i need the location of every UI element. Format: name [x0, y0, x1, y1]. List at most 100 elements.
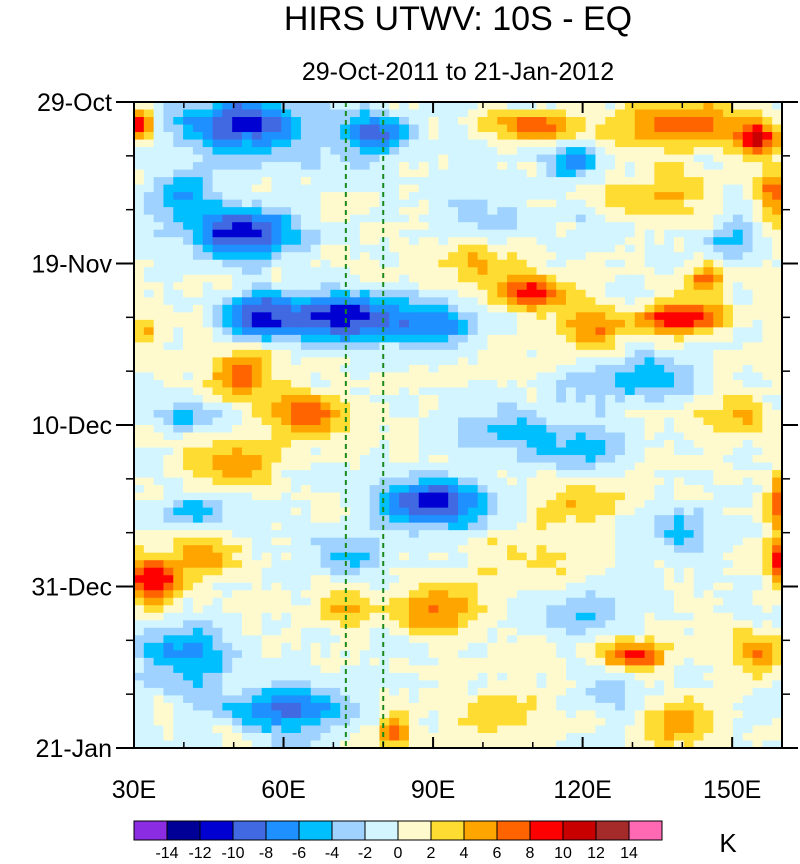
heat-cell: [379, 462, 390, 471]
heat-cell: [467, 560, 479, 569]
heat-cell: [291, 409, 302, 419]
heat-cell: [134, 567, 145, 576]
heat-cell: [752, 597, 763, 606]
heat-cell: [664, 147, 675, 156]
heat-cell: [251, 402, 263, 411]
heat-cell: [153, 387, 165, 396]
heat-cell: [634, 199, 646, 208]
heat-cell: [526, 222, 538, 231]
heat-cell: [516, 612, 528, 621]
heat-cell: [723, 334, 734, 343]
heat-cell: [428, 650, 439, 659]
heat-cell: [772, 372, 783, 381]
heat-cell: [418, 425, 430, 434]
heat-cell: [389, 379, 400, 389]
heat-cell: [772, 267, 783, 276]
heat-cell: [693, 650, 705, 659]
heat-cell: [634, 417, 646, 426]
heat-cell: [732, 357, 744, 366]
heat-cell: [556, 207, 567, 216]
heat-cell: [762, 132, 773, 141]
heat-cell: [732, 515, 744, 524]
heat-cell: [487, 199, 498, 208]
heat-cell: [408, 657, 420, 666]
heat-cell: [566, 312, 577, 321]
heat-cell: [261, 364, 273, 374]
heat-cell: [507, 109, 518, 118]
heat-cell: [134, 485, 145, 494]
heat-cell: [408, 162, 420, 171]
heat-cell: [359, 222, 371, 231]
heat-cell: [222, 432, 233, 441]
heat-cell: [644, 237, 655, 246]
heat-cell: [752, 492, 763, 501]
heat-cell: [507, 657, 518, 666]
heat-cell: [134, 297, 145, 306]
heat-cell: [674, 169, 685, 178]
heat-cell: [477, 417, 489, 426]
heat-cell: [330, 214, 341, 223]
heat-cell: [536, 342, 547, 351]
heat-cell: [732, 297, 744, 306]
heat-cell: [654, 169, 665, 178]
heat-cell: [497, 192, 508, 201]
heat-cell: [212, 642, 223, 651]
heat-cell: [664, 289, 675, 298]
heat-cell: [772, 319, 783, 328]
heat-cell: [556, 237, 567, 246]
heat-cell: [634, 304, 646, 313]
heat-cell: [674, 349, 685, 358]
heat-cell: [340, 267, 351, 276]
heat-cell: [742, 627, 754, 636]
heat-cell: [438, 425, 449, 434]
heat-cell: [232, 342, 243, 351]
heat-cell: [526, 470, 538, 479]
heat-cell: [615, 402, 626, 411]
heat-cell: [487, 274, 498, 283]
heat-cell: [624, 139, 636, 148]
heat-cell: [497, 289, 508, 298]
heat-cell: [732, 485, 744, 494]
heat-cell: [291, 605, 302, 614]
heat-cell: [477, 597, 489, 606]
heat-cell: [497, 357, 508, 366]
heat-cell: [153, 627, 165, 636]
heat-cell: [467, 214, 479, 223]
heat-cell: [359, 132, 371, 141]
heat-cell: [183, 312, 194, 321]
heat-cell: [320, 349, 331, 358]
heat-cell: [242, 124, 253, 133]
heat-cell: [556, 545, 567, 554]
heat-cell: [713, 132, 724, 141]
heat-cell: [153, 432, 165, 441]
heat-cell: [634, 650, 646, 659]
heat-cell: [458, 169, 469, 178]
heat-cell: [595, 515, 606, 524]
heat-cell: [615, 627, 626, 636]
heat-cell: [448, 582, 459, 591]
heat-cell: [556, 192, 567, 201]
heat-cell: [752, 650, 763, 659]
heat-cell: [153, 169, 165, 178]
heat-cell: [556, 222, 567, 231]
heat-cell: [467, 342, 479, 351]
heat-cell: [251, 530, 263, 539]
heat-cell: [605, 500, 616, 509]
heat-cell: [242, 162, 253, 171]
heat-cell: [605, 537, 616, 546]
heat-cell: [379, 102, 390, 111]
heat-cell: [379, 582, 390, 591]
heat-cell: [644, 492, 655, 501]
heat-cell: [281, 192, 292, 201]
heat-cell: [173, 297, 184, 306]
heat-cell: [379, 402, 390, 411]
heat-cell: [477, 229, 489, 238]
heat-cell: [536, 102, 547, 111]
heat-cell: [222, 440, 233, 449]
heat-cell: [281, 620, 292, 629]
heat-cell: [526, 582, 538, 591]
heat-cell: [448, 237, 459, 246]
heat-cell: [732, 492, 744, 501]
heat-cell: [654, 515, 665, 524]
heat-cell: [212, 590, 223, 599]
